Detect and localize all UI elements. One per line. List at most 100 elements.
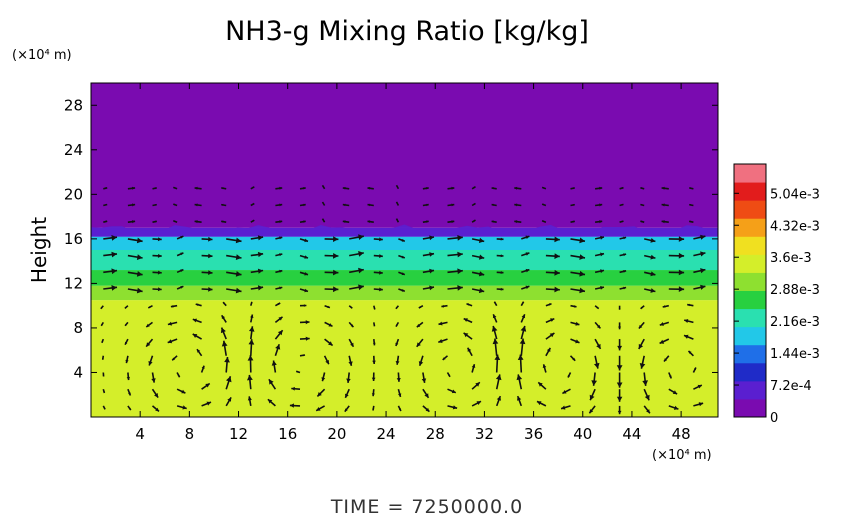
wind-arrow-head: [521, 301, 524, 304]
wind-arrow-head: [322, 202, 325, 204]
wind-arrow-head: [205, 383, 210, 388]
wind-arrow-head: [279, 253, 283, 257]
wind-arrow-head: [500, 271, 504, 274]
wind-arrow-head: [157, 253, 162, 258]
wind-arrow-head: [252, 220, 255, 222]
colorbar-segment: [734, 272, 766, 291]
wind-arrow-head: [597, 324, 601, 329]
heatmap-layer-2: [91, 270, 718, 286]
wind-arrow-head: [650, 238, 656, 243]
wind-arrow-head: [221, 203, 224, 206]
wind-arrow-head: [252, 203, 255, 205]
wind-arrow-head: [136, 254, 143, 260]
colorbar-segment: [734, 182, 766, 201]
colorbar-frame: [733, 163, 767, 418]
wind-arrow-head: [305, 320, 310, 325]
wind-arrow-head: [304, 255, 308, 259]
y-tick-label: 20: [64, 185, 83, 203]
wind-arrow-head: [279, 236, 283, 240]
wind-arrow-head: [172, 357, 176, 361]
plot-frame: [90, 82, 719, 418]
wind-arrow-head: [519, 338, 526, 345]
wind-arrow-head: [700, 268, 706, 274]
wind-arrow-head: [621, 204, 624, 206]
wind-arrow-head: [650, 288, 656, 293]
time-label: TIME = 7250000.0: [330, 496, 523, 518]
wind-arrow-head: [398, 393, 402, 397]
chart-title: NH3-g Mixing Ratio [kg/kg]: [225, 16, 589, 47]
y-tick-label: 12: [64, 274, 83, 292]
colorbar-label: 4.32e-3: [770, 219, 820, 234]
y-tick-label: 24: [64, 141, 83, 159]
wind-arrow-head: [542, 220, 544, 223]
wind-arrow-head: [478, 237, 485, 243]
wind-arrow-head: [549, 333, 555, 338]
wind-arrow-head: [194, 203, 198, 207]
wind-arrow-head: [226, 376, 232, 383]
heatmap-field: [91, 83, 718, 417]
wind-arrow-head: [684, 319, 689, 323]
wind-arrow-head: [146, 323, 150, 327]
x-tick-label: 40: [573, 425, 592, 443]
wind-arrow-head: [451, 220, 455, 224]
wind-arrow-head: [451, 203, 455, 207]
wind-arrow-head: [154, 393, 159, 398]
wind-arrow-head: [278, 316, 283, 321]
wind-arrow-head: [227, 397, 232, 402]
wind-arrow-head: [600, 252, 604, 257]
wind-arrow-head: [350, 306, 353, 309]
wind-arrow-head: [155, 407, 159, 412]
wind-arrow-head: [101, 341, 104, 343]
wind-arrow-head: [561, 405, 566, 410]
wind-arrow-head: [192, 318, 197, 323]
wind-arrow-head: [426, 187, 429, 190]
wind-arrow-head: [644, 394, 650, 401]
wind-arrow-head: [616, 382, 623, 388]
wind-arrow-head: [289, 403, 294, 408]
wind-arrow-head: [367, 186, 371, 190]
wind-arrow-head: [572, 187, 575, 190]
wind-arrow-head: [492, 338, 499, 345]
wind-arrow-head: [416, 323, 421, 328]
colorbar-segment: [734, 290, 766, 310]
wind-arrow-head: [554, 236, 560, 243]
wind-arrow-head: [333, 236, 339, 242]
wind-arrow-head: [542, 203, 544, 206]
wind-arrow-head: [500, 237, 504, 241]
y-tick-label: 16: [64, 230, 83, 248]
x-unit-label: (×10⁴ m): [652, 448, 712, 463]
colorbar-segment: [734, 362, 766, 382]
wind-arrow-head: [473, 186, 476, 189]
wind-arrow-head: [257, 268, 264, 274]
wind-arrow-head: [600, 235, 604, 240]
wind-arrow-head: [669, 375, 672, 379]
wind-arrow-head: [579, 237, 585, 244]
wind-arrow-head: [180, 235, 184, 239]
wind-arrow-head: [322, 185, 325, 188]
wind-arrow-head: [180, 286, 184, 289]
wind-arrow-head: [640, 204, 643, 206]
wind-arrow-head: [491, 325, 498, 332]
wind-arrow-head: [128, 407, 131, 411]
wind-arrow-head: [208, 270, 213, 275]
wind-arrow-head: [247, 396, 252, 401]
colorbar-segment: [734, 398, 766, 418]
wind-arrow-head: [157, 237, 162, 242]
wind-arrow-head: [672, 390, 678, 395]
wind-arrow-head: [457, 251, 463, 258]
wind-arrow-head: [396, 378, 401, 382]
wind-arrow-head: [396, 201, 398, 204]
wind-arrow-head: [302, 354, 305, 357]
wind-arrow-head: [689, 187, 691, 190]
wind-arrow-head: [429, 235, 434, 241]
wind-arrow-head: [662, 305, 666, 308]
heatmap-layer-3: [91, 250, 718, 271]
wind-arrow-head: [467, 347, 472, 352]
wind-arrow-head: [248, 339, 255, 345]
wind-arrow-head: [538, 382, 543, 387]
y-axis-label: Height: [27, 217, 51, 283]
wind-arrow-head: [206, 401, 211, 406]
wind-arrow-head: [478, 254, 485, 260]
wind-arrow-head: [554, 286, 560, 293]
wind-arrow-head: [546, 347, 551, 352]
